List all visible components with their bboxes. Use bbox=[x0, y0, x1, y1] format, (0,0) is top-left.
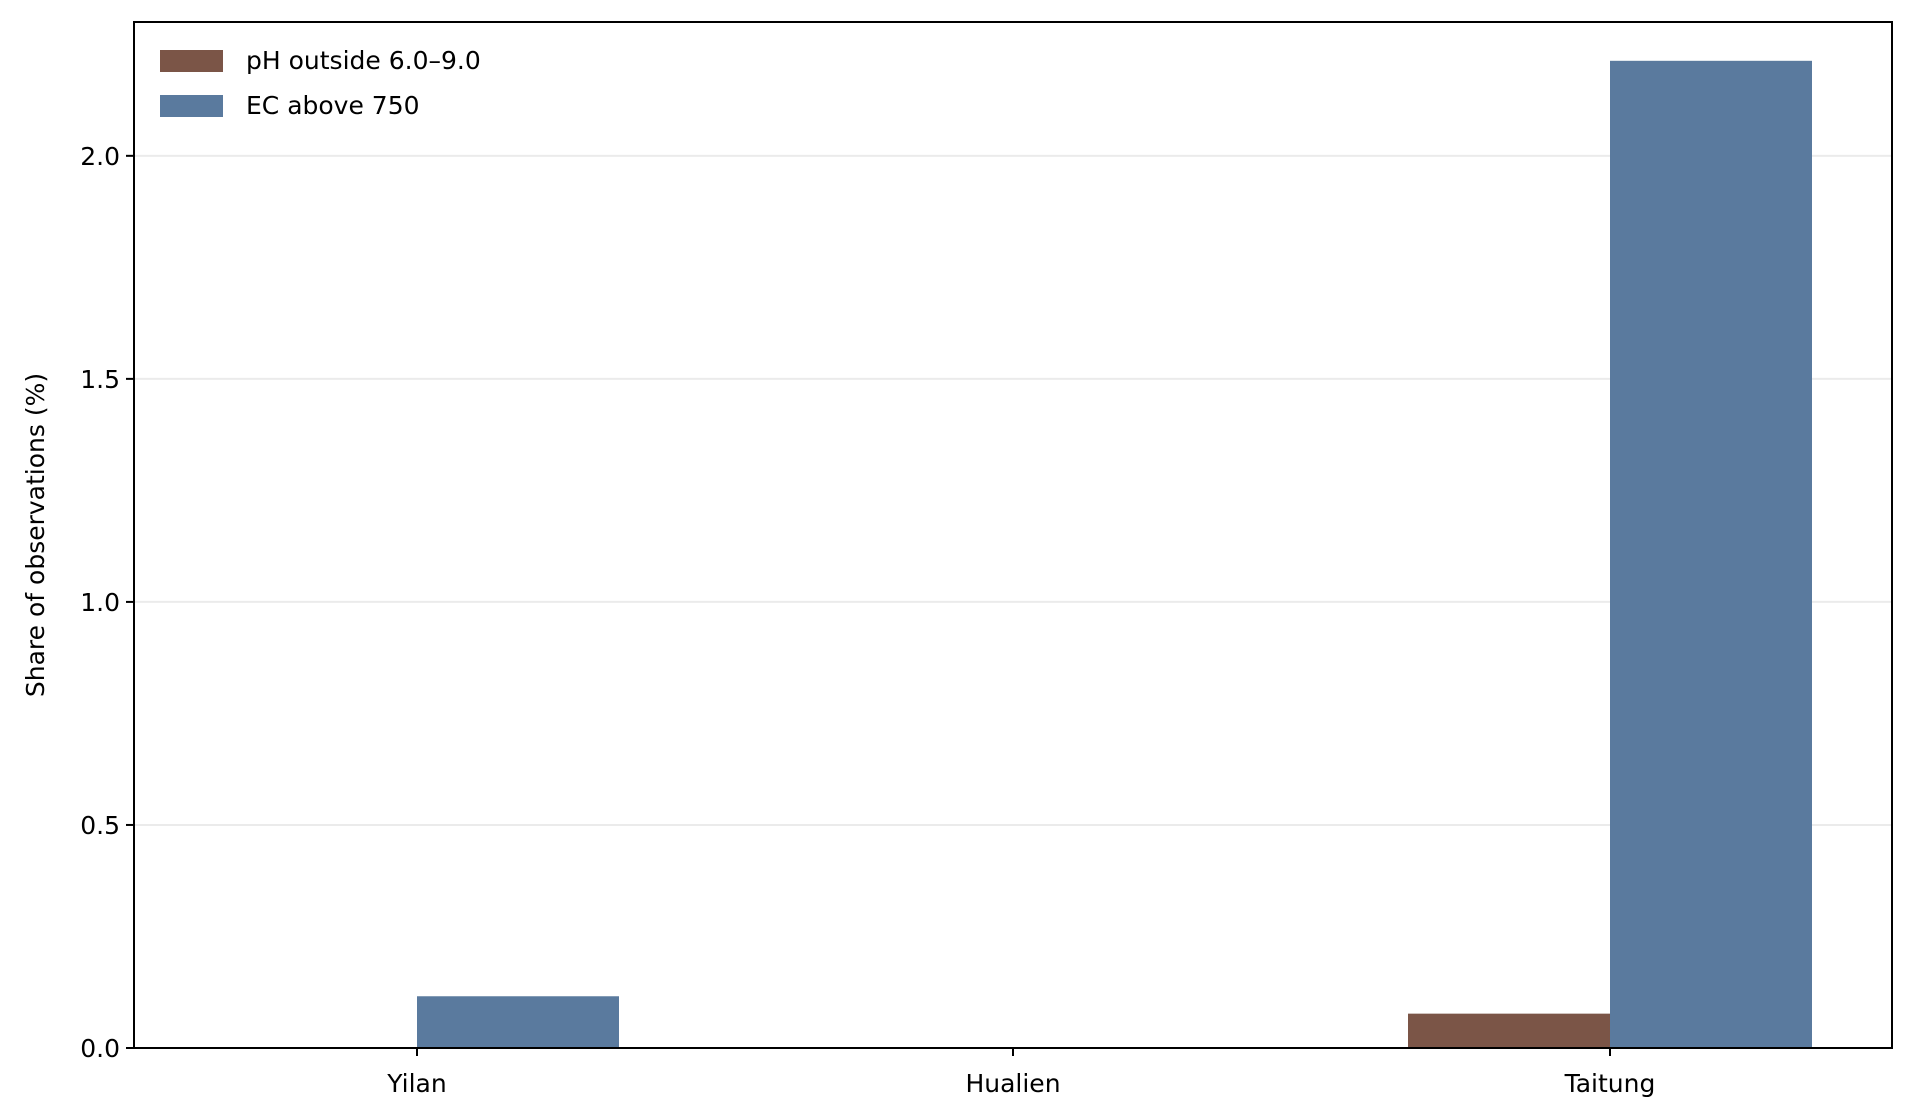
legend-swatch bbox=[160, 50, 223, 72]
x-tick-label: Taitung bbox=[1564, 1069, 1656, 1098]
legend: pH outside 6.0–9.0 EC above 750 bbox=[160, 46, 481, 120]
y-tick-label: 0.0 bbox=[80, 1034, 120, 1063]
bars bbox=[417, 60, 1812, 1048]
x-tick-label: Yilan bbox=[386, 1069, 446, 1098]
y-axis-label: Share of observations (%) bbox=[21, 373, 50, 697]
gridlines bbox=[134, 154, 1892, 826]
y-tick-label: 2.0 bbox=[80, 142, 120, 171]
x-tick-label: Hualien bbox=[965, 1069, 1060, 1098]
legend-label: pH outside 6.0–9.0 bbox=[246, 46, 481, 75]
y-tick-label: 0.5 bbox=[80, 811, 120, 840]
x-axis-ticks: Yilan Hualien Taitung bbox=[386, 1048, 1655, 1098]
legend-swatch bbox=[160, 95, 223, 117]
y-tick-label: 1.5 bbox=[80, 365, 120, 394]
y-tick-label: 1.0 bbox=[80, 588, 120, 617]
legend-label: EC above 750 bbox=[246, 91, 420, 120]
bar bbox=[1408, 1013, 1610, 1048]
bar bbox=[417, 996, 619, 1048]
y-axis-ticks: 0.0 0.5 1.0 1.5 2.0 bbox=[80, 142, 134, 1063]
bar bbox=[1610, 60, 1812, 1048]
